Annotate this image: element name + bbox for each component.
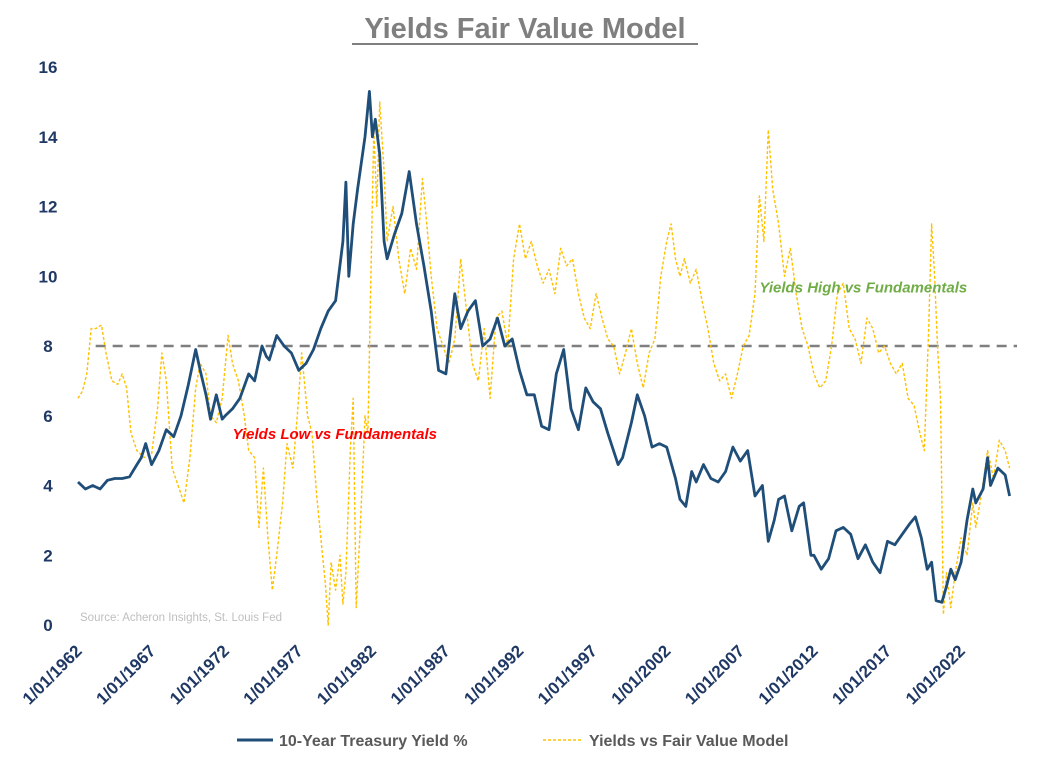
x-tick-label: 1/01/1977 — [240, 641, 307, 708]
x-tick-label: 1/01/1967 — [92, 641, 159, 708]
chart-title: Yields Fair Value Model — [364, 13, 685, 45]
x-tick-label: 1/01/2002 — [608, 641, 675, 708]
y-tick-label: 12 — [39, 198, 58, 217]
x-tick-label: 1/01/1997 — [534, 641, 601, 708]
x-tick-label: 1/01/1987 — [387, 641, 454, 708]
x-axis-ticks: 1/01/1962 1/01/1967 1/01/1972 1/01/1977 1/01… — [19, 641, 969, 708]
y-tick-label: 4 — [43, 477, 53, 496]
series-line-treasury-yield — [77, 90, 1011, 604]
y-tick-label: 2 — [43, 546, 52, 565]
x-tick-label: 1/01/2007 — [681, 641, 748, 708]
x-tick-label: 1/01/1982 — [313, 641, 380, 708]
y-tick-label: 16 — [39, 58, 58, 77]
series-line-fair-value-model — [77, 101, 1011, 626]
y-tick-label: 8 — [43, 337, 52, 356]
y-tick-label: 0 — [43, 616, 52, 635]
y-axis-ticks: 0 2 4 6 8 10 12 14 16 — [39, 58, 58, 635]
y-tick-label: 10 — [39, 267, 58, 286]
x-tick-label: 1/01/2017 — [828, 641, 895, 708]
x-tick-label: 1/01/2012 — [755, 641, 822, 708]
x-tick-label: 1/01/1962 — [19, 641, 86, 708]
series-lines — [77, 90, 1011, 626]
legend: 10-Year Treasury Yield % Yields vs Fair … — [237, 733, 788, 750]
annotation-yields-low: Yields Low vs Fundamentals — [233, 426, 437, 443]
legend-label-fair-value: Yields vs Fair Value Model — [589, 733, 788, 750]
x-tick-label: 1/01/1972 — [166, 641, 233, 708]
y-tick-label: 14 — [39, 128, 58, 147]
annotation-yields-high: Yields High vs Fundamentals — [759, 280, 967, 297]
legend-label-treasury: 10-Year Treasury Yield % — [279, 733, 468, 750]
x-tick-label: 1/01/1992 — [460, 641, 527, 708]
x-tick-label: 1/01/2022 — [902, 641, 969, 708]
y-tick-label: 6 — [43, 407, 52, 426]
source-note: Source: Acheron Insights, St. Louis Fed — [80, 612, 282, 624]
